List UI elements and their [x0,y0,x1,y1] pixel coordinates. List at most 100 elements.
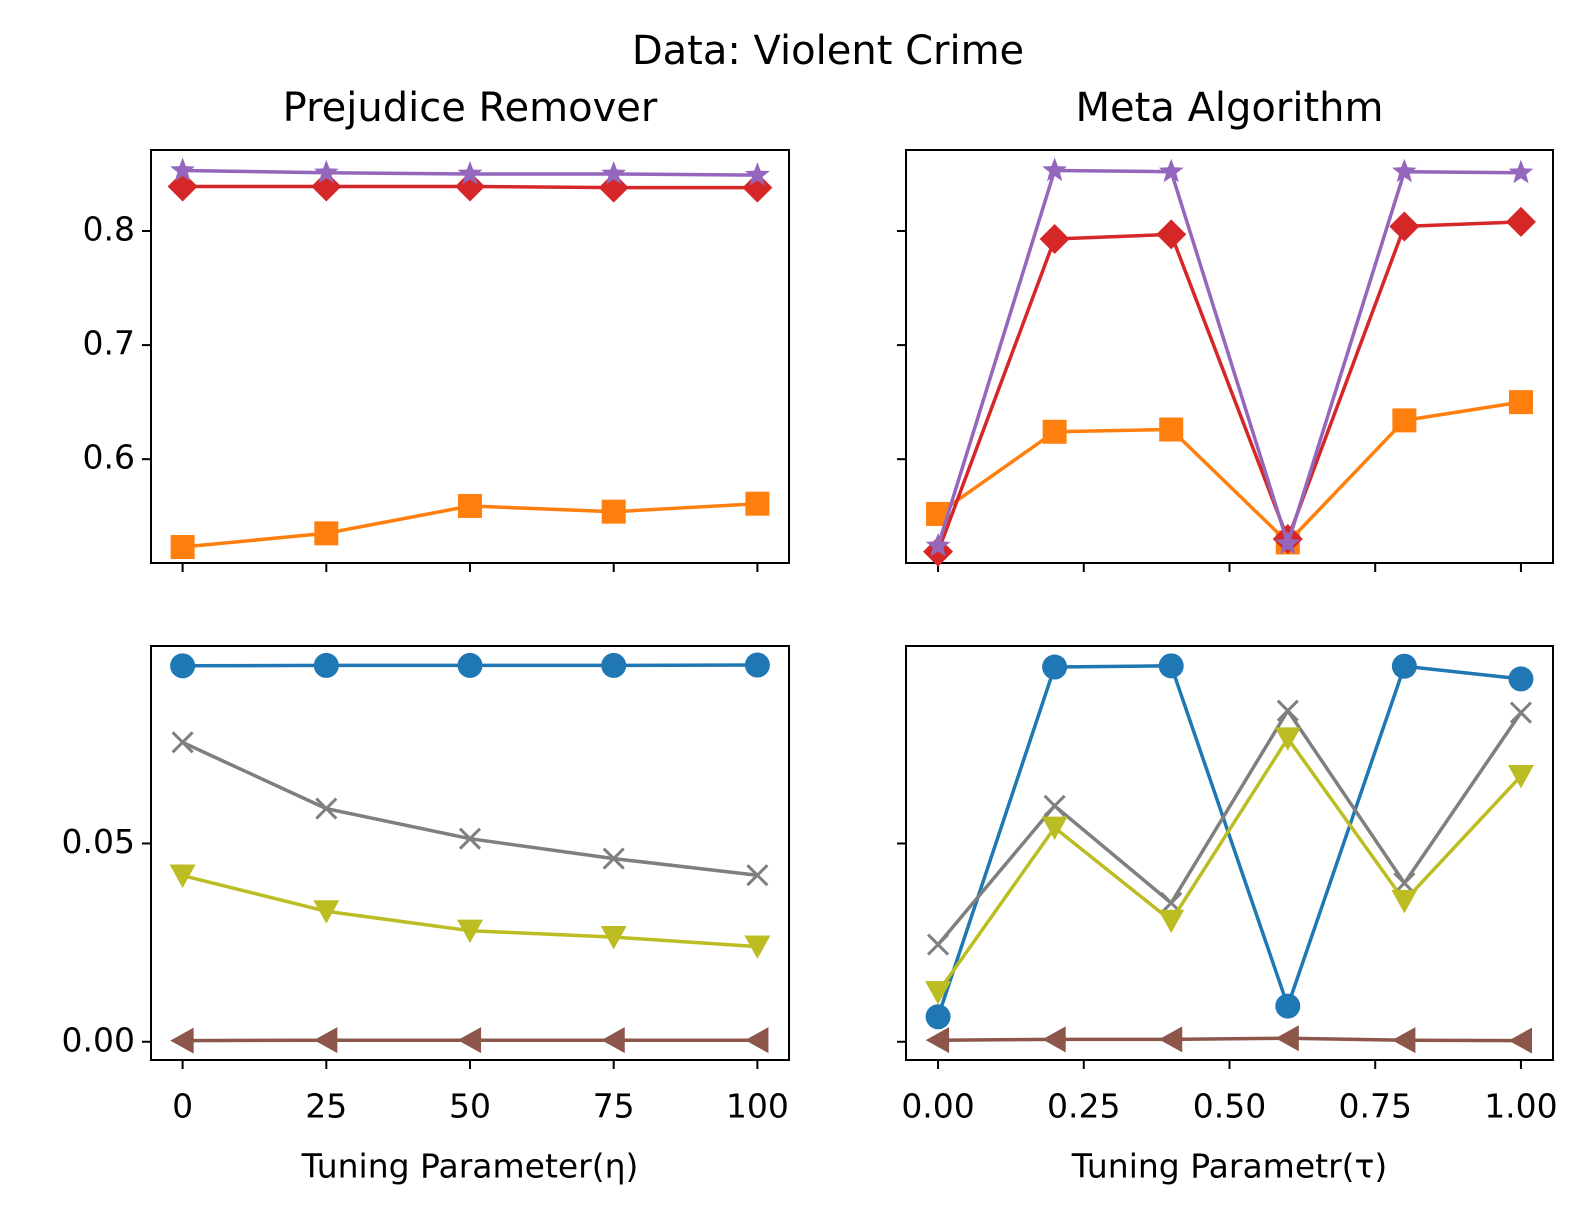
x-axis-label: Tuning Parameter(η) [301,1147,639,1186]
data-point [601,161,627,185]
data-point [926,933,950,956]
data-point [1275,530,1301,555]
panel-meta_top: Meta Algorithm [897,85,1554,572]
data-point [744,652,770,678]
series-triangle-left [925,1025,1532,1054]
data-point [455,171,485,202]
data-point [1508,390,1533,415]
data-point [1043,794,1066,817]
data-point [170,157,195,182]
data-point [925,1004,951,1030]
data-point [1274,727,1301,751]
data-point [601,652,627,678]
data-point [1275,993,1301,1019]
data-point [170,535,195,560]
data-point [1391,653,1417,679]
x-tick-label: 50 [449,1087,491,1126]
data-point [457,161,483,185]
data-point [1392,158,1417,183]
data-point [457,652,483,678]
data-point [1392,1027,1416,1054]
data-point [1389,211,1420,242]
y-tick-label: 0.7 [83,324,135,363]
x-tick-label: 0.75 [1338,1087,1411,1126]
data-point [600,926,627,950]
data-point [745,162,770,186]
data-point [1042,1026,1066,1053]
series-line [937,400,1522,545]
data-point [458,827,482,850]
data-point [745,491,770,516]
data-point [1391,889,1418,914]
series-line [936,736,1523,994]
data-point [314,521,339,546]
data-point [1509,701,1533,724]
data-point [601,499,626,524]
data-point [313,1027,338,1054]
data-point [1508,666,1534,692]
data-point [458,493,482,518]
data-point [1042,419,1067,444]
data-point [167,171,198,202]
data-point [315,797,338,820]
y-tick-label: 0.05 [62,822,135,861]
data-point [1042,654,1068,680]
data-point [745,1027,769,1054]
data-point [171,731,194,754]
series-line [936,168,1521,547]
figure-title: Data: Violent Crime [632,28,1024,74]
data-point [1156,219,1187,250]
series-circle [170,652,770,679]
data-point [1039,223,1070,254]
series-line [938,1036,1521,1043]
data-point [598,172,629,203]
data-point [1158,158,1184,183]
y-tick-label: 0.6 [83,438,135,477]
x-tick-label: 25 [305,1087,347,1126]
series-line [936,664,1522,1018]
x-tick-label: 0.25 [1047,1087,1120,1126]
data-point [1158,653,1184,679]
data-point [457,1027,482,1054]
series-diamond [167,171,773,203]
series-square [926,390,1533,555]
data-point [1275,1025,1299,1052]
x-tick-label: 0.00 [901,1087,974,1126]
data-point [925,981,952,1005]
data-point [602,847,625,870]
data-point [1042,157,1067,182]
series-triangle-down [169,864,771,959]
panel-title: Prejudice Remover [283,85,658,131]
data-point [1507,765,1534,789]
data-point [170,1027,194,1054]
x-tick-label: 0 [172,1087,193,1126]
data-point [1041,816,1068,840]
panel-title: Meta Algorithm [1076,85,1384,131]
x-tick-label: 100 [726,1087,789,1126]
data-point [313,159,339,184]
data-point [1159,417,1184,442]
x-tick-label: 1.00 [1484,1087,1557,1126]
data-point [313,652,339,678]
data-point [1276,699,1299,722]
panel-meta_bottom: 0.00 0.25 0.50 0.75 1.00 Tuning Parametr(τ) [897,645,1558,1186]
data-point [311,171,342,202]
y-tick-label: 0.8 [83,210,135,249]
data-point [601,1027,625,1054]
data-point [744,935,771,959]
data-point [925,532,951,557]
data-point [1158,909,1185,934]
panel-pr_top: Prejudice Remover 0.6 0.7 0.8 [83,85,790,572]
data-point [742,172,773,203]
data-point [313,900,340,924]
data-point [746,864,769,887]
y-tick-label: 0.00 [62,1020,135,1059]
data-point [169,864,196,888]
x-tick-label: 0.50 [1193,1087,1266,1126]
data-point [1392,408,1417,433]
data-point [457,919,483,944]
series-triangle-left [170,1027,769,1054]
series-star [170,157,770,186]
x-tick-label: 75 [593,1087,635,1126]
